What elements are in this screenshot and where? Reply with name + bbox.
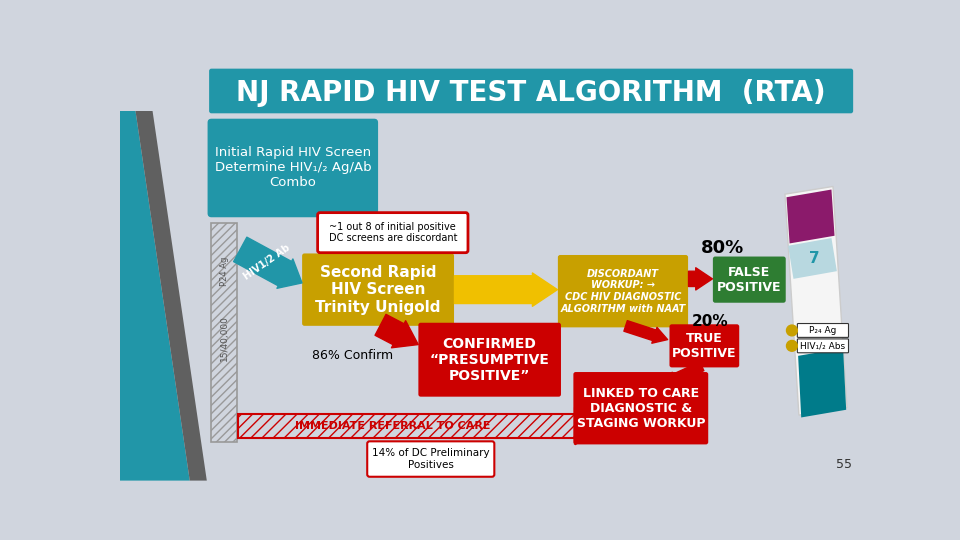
FancyArrowPatch shape [233, 237, 302, 288]
Circle shape [786, 340, 798, 351]
Text: P₂₄ Ag: P₂₄ Ag [809, 326, 836, 335]
FancyBboxPatch shape [207, 119, 378, 217]
Polygon shape [798, 348, 846, 417]
FancyBboxPatch shape [798, 323, 849, 338]
Text: ~1 out 8 of initial positive
DC screens are discordant: ~1 out 8 of initial positive DC screens … [328, 222, 457, 244]
FancyArrowPatch shape [665, 362, 704, 385]
FancyArrowPatch shape [454, 273, 558, 306]
Polygon shape [120, 111, 190, 481]
Polygon shape [135, 111, 206, 481]
Text: IMMEDIATE REFERRAL TO CARE: IMMEDIATE REFERRAL TO CARE [295, 421, 491, 431]
Text: CONFIRMED
“PRESUMPTIVE
POSITIVE”: CONFIRMED “PRESUMPTIVE POSITIVE” [430, 336, 550, 383]
FancyBboxPatch shape [798, 339, 849, 353]
Text: 55: 55 [836, 458, 852, 471]
Text: LINKED TO CARE
DIAGNOSTIC &
STAGING WORKUP: LINKED TO CARE DIAGNOSTIC & STAGING WORK… [577, 387, 705, 430]
Text: 15/40,000: 15/40,000 [220, 315, 228, 361]
Text: HIV1/2 Ab: HIV1/2 Ab [242, 243, 292, 282]
FancyArrowPatch shape [688, 268, 712, 290]
FancyBboxPatch shape [713, 256, 785, 303]
Polygon shape [785, 186, 847, 415]
FancyBboxPatch shape [573, 372, 708, 444]
Polygon shape [786, 190, 834, 244]
Text: 20%: 20% [692, 314, 729, 329]
Text: 14% of DC Preliminary
Positives: 14% of DC Preliminary Positives [372, 448, 490, 470]
Text: NJ RAPID HIV TEST ALGORITHM  (RTA): NJ RAPID HIV TEST ALGORITHM (RTA) [236, 78, 826, 106]
Text: DISCORDANT
WORKUP: →
CDC HIV DIAGNOSTIC
ALGORITHM with NAAT: DISCORDANT WORKUP: → CDC HIV DIAGNOSTIC … [561, 269, 685, 314]
FancyBboxPatch shape [669, 325, 739, 367]
Text: Second Rapid
HIV Screen
Trinity Unigold: Second Rapid HIV Screen Trinity Unigold [315, 265, 441, 314]
Text: 80%: 80% [702, 239, 745, 257]
FancyBboxPatch shape [368, 441, 494, 477]
Text: HIV₁/₂ Abs: HIV₁/₂ Abs [801, 341, 846, 350]
Text: Initial Rapid HIV Screen
Determine HIV₁/₂ Ag/Ab
Combo: Initial Rapid HIV Screen Determine HIV₁/… [214, 146, 372, 190]
FancyArrowPatch shape [624, 321, 667, 343]
FancyBboxPatch shape [419, 323, 561, 397]
FancyBboxPatch shape [302, 253, 454, 326]
Polygon shape [788, 238, 837, 279]
FancyArrowPatch shape [375, 314, 419, 348]
Text: FALSE
POSITIVE: FALSE POSITIVE [717, 266, 781, 294]
Text: TRUE
POSITIVE: TRUE POSITIVE [672, 332, 736, 360]
Text: 7: 7 [809, 251, 820, 266]
Circle shape [786, 325, 798, 336]
FancyBboxPatch shape [318, 213, 468, 253]
FancyBboxPatch shape [209, 69, 853, 113]
Text: 86% Confirm: 86% Confirm [312, 349, 393, 362]
Text: P24 Ag: P24 Ag [220, 256, 228, 286]
FancyBboxPatch shape [558, 255, 688, 327]
